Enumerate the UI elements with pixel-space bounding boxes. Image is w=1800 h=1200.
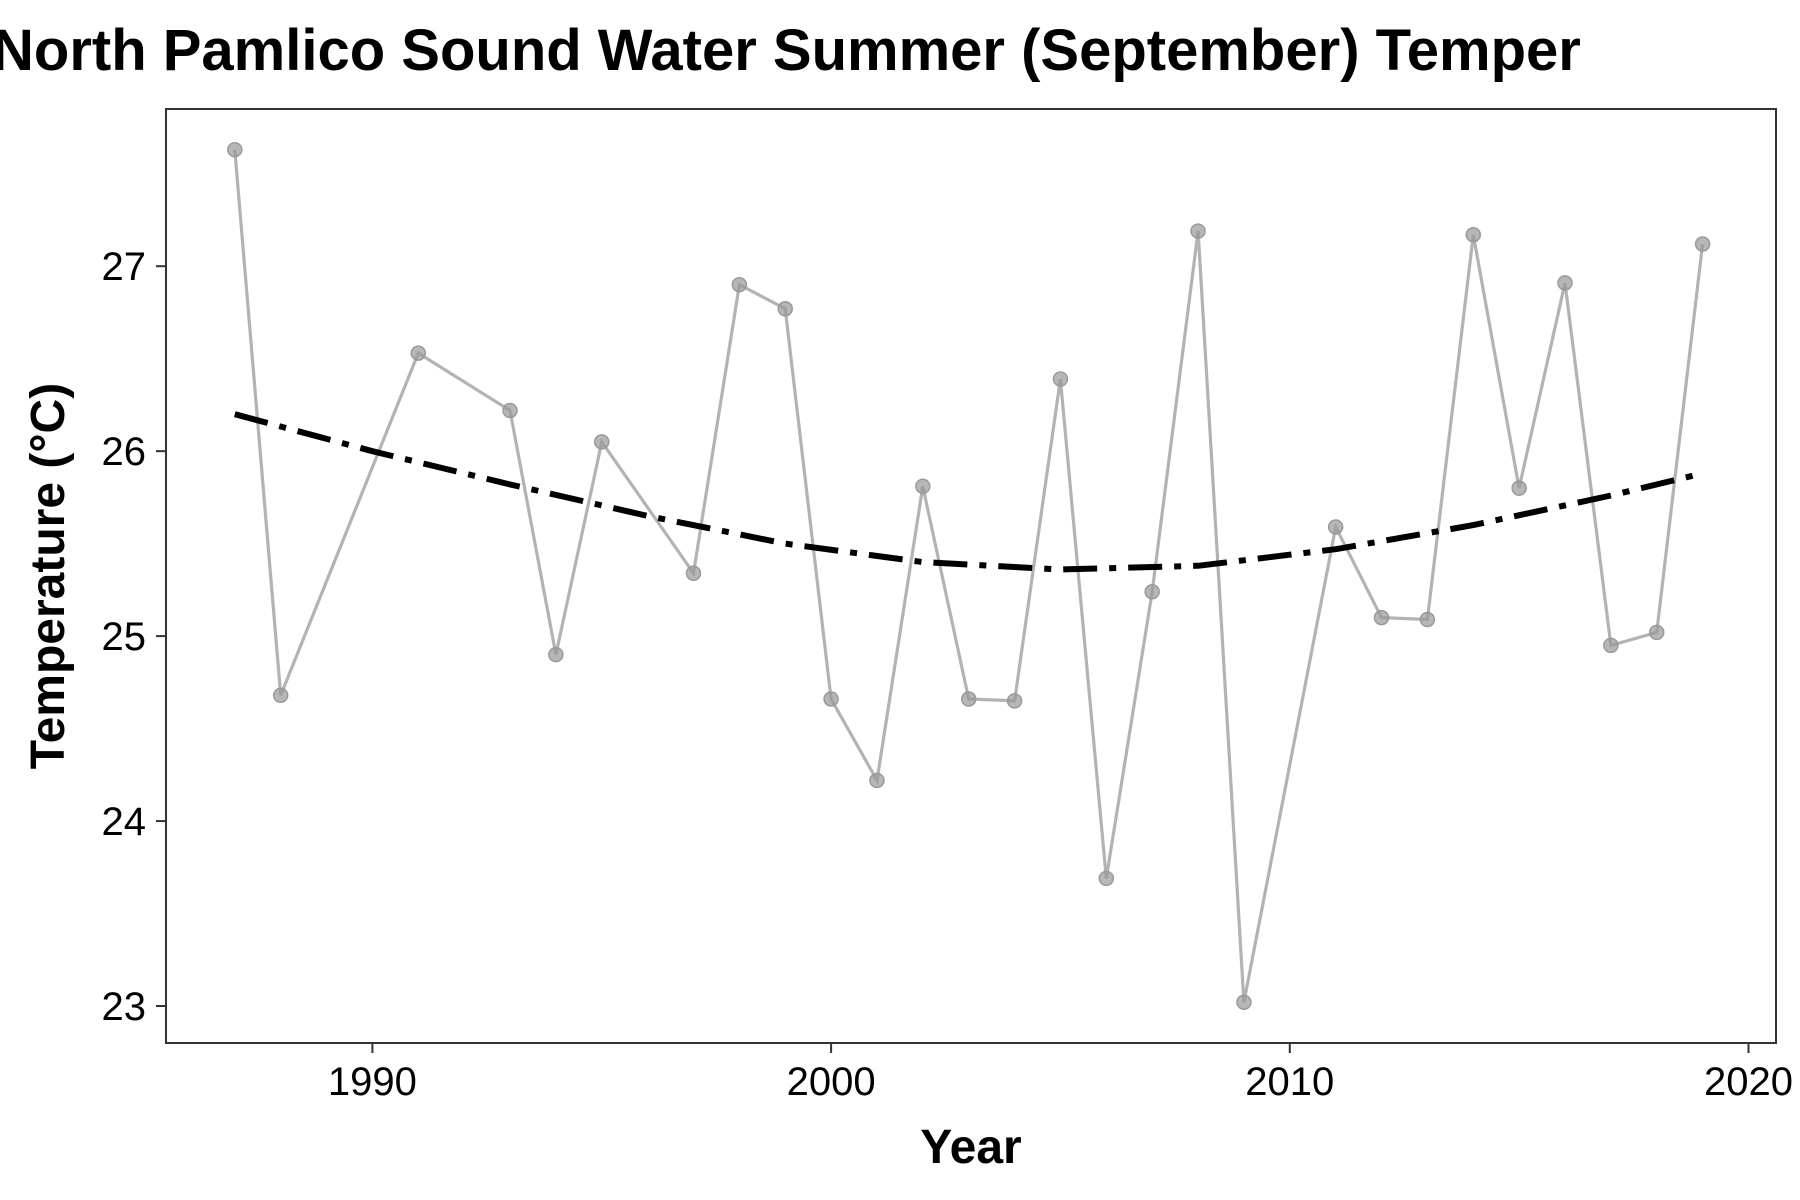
y-tick-label: 27 — [102, 245, 147, 289]
x-tick-label: 2010 — [1245, 1060, 1334, 1104]
observed-point — [915, 478, 931, 495]
observed-temperature-line — [233, 149, 1705, 1003]
observed-point — [272, 687, 289, 704]
observed-point — [1052, 371, 1069, 387]
y-axis: 23 24 25 26 27 — [102, 245, 166, 1029]
plot-frame — [165, 108, 1777, 1044]
observed-point — [1006, 693, 1023, 709]
observed-point — [1098, 870, 1115, 887]
y-tick-label: 26 — [102, 430, 147, 474]
observed-point — [1557, 275, 1573, 291]
x-axis: 1990 2000 2010 2020 — [328, 1043, 1793, 1104]
observed-point — [1190, 223, 1206, 239]
observed-point — [777, 300, 793, 317]
observed-point — [410, 345, 427, 361]
observed-point — [227, 141, 243, 158]
chart-title: North Pamlico Sound Water Summer (Septem… — [0, 18, 1581, 83]
observed-point — [823, 691, 839, 707]
observed-point — [960, 691, 977, 707]
observed-point — [594, 434, 610, 450]
trend-line — [234, 411, 1704, 573]
y-axis-title: Temperature (°C) — [22, 383, 75, 769]
observed-point — [1236, 994, 1252, 1011]
observed-point — [731, 276, 748, 293]
observed-point — [1144, 583, 1160, 600]
x-tick-label: 1990 — [328, 1060, 417, 1104]
observed-point — [685, 565, 702, 581]
observed-point — [1603, 637, 1619, 654]
observed-point — [1648, 624, 1665, 641]
observed-point — [502, 402, 518, 419]
observed-point — [1694, 236, 1711, 252]
observed-point — [1419, 611, 1436, 628]
observed-point — [1327, 519, 1344, 535]
x-tick-label: 2000 — [787, 1060, 876, 1104]
y-tick-label: 24 — [102, 800, 147, 844]
observed-point — [1465, 227, 1482, 243]
observed-point — [548, 646, 564, 663]
observed-point — [869, 772, 885, 789]
observed-point — [1511, 480, 1527, 496]
observed-point — [1373, 609, 1390, 626]
x-axis-title: Year — [920, 1121, 1021, 1174]
x-tick-label: 2020 — [1704, 1060, 1793, 1104]
plot-area — [227, 141, 1711, 1011]
y-tick-label: 25 — [102, 615, 147, 659]
y-tick-label: 23 — [102, 985, 147, 1029]
